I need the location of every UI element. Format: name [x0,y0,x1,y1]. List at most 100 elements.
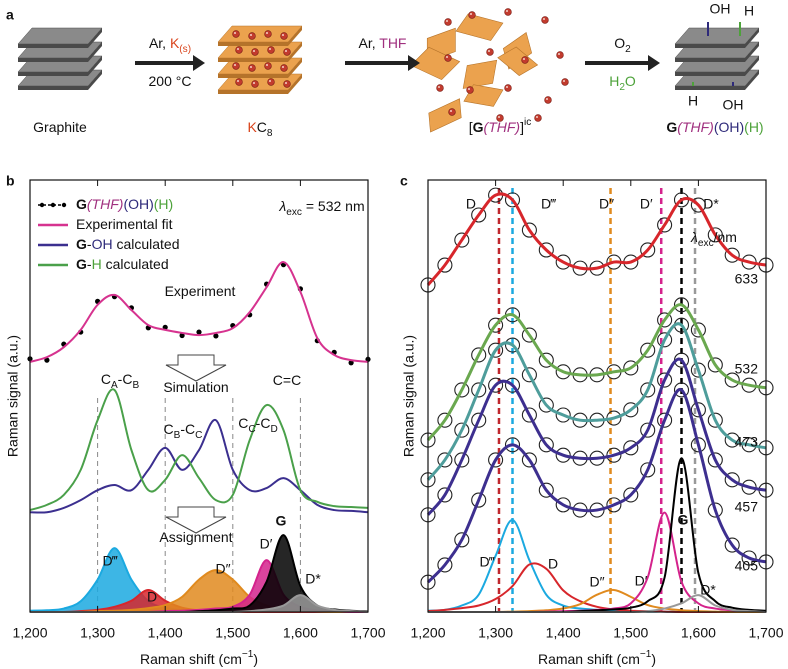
annotation: λexc = 532 nm [278,198,364,218]
data-point [471,347,487,363]
text-run: - [87,236,92,252]
x-tick-label: 1,700 [748,625,783,641]
data-point [348,360,354,366]
y-axis-label: Raman signal (a.u.) [401,335,417,457]
data-point [673,297,690,313]
text-run: exc [698,238,714,249]
data-point [690,437,706,453]
data-point [521,407,537,423]
x-tick-label: 1,600 [283,625,318,641]
group-label: H [744,3,754,19]
text-run: D [270,424,277,435]
data-point [623,487,639,503]
text-run: -C [118,371,133,387]
ion [264,62,272,70]
data-point [538,482,554,498]
marker-label: D [466,196,476,212]
plot-frame [427,179,767,613]
text-run: H [609,73,619,89]
data-point [471,492,487,508]
data-point [538,242,554,258]
text-run: Experiment [165,283,236,299]
text-run: A [111,380,118,391]
data-point [538,352,554,368]
ion-shine [506,10,508,12]
ion [280,32,288,40]
sheet-edge [675,44,745,48]
marker-label: D* [703,196,719,212]
data-point [606,447,622,463]
band-label: D‴ [102,553,117,569]
text-run: -C [256,415,271,431]
sheet-edge [88,56,102,76]
text-run: O [625,73,636,89]
ion [521,56,529,64]
ion [264,30,272,38]
sheet [674,27,760,45]
data-point [454,232,470,248]
text-run: −1 [242,649,254,660]
text-run: Ar, [149,35,170,51]
text-run: Assignment [159,529,232,545]
text-run: ) [253,651,258,667]
annotation: CC-CD [238,415,277,435]
data-point [488,317,504,333]
text-run: Raman shift (cm [538,651,640,667]
text-run: λ [690,229,698,245]
sheet-edge [745,28,759,48]
stage-label: G(THF)(OH)(H) [666,119,763,135]
flake [455,13,504,41]
data-point [521,367,537,383]
band-label: D* [305,571,321,587]
x-tick-label: 1,300 [80,625,115,641]
data-point [623,360,639,376]
x-tick-label: 1,200 [410,625,445,641]
text-run: K [247,119,257,135]
data-point [454,532,470,548]
sheet-edge [745,42,759,62]
ion-shine [488,50,490,52]
data-point [504,192,521,208]
plot-frame [29,179,369,613]
text-run: −1 [640,649,652,660]
sheet-edge [218,90,288,94]
data-point [741,550,757,566]
data-point [437,452,453,468]
text-run: ic [524,117,531,128]
text-run: (THF) [677,119,714,135]
ion-shine [237,80,239,82]
data-point [724,247,740,263]
sheet-edge [675,86,745,90]
ion-shine [266,64,268,66]
data-point [488,342,504,358]
sheet-edge [288,42,302,62]
ion [544,96,552,104]
data-point [707,412,723,428]
ion [248,64,256,72]
data-point [690,402,706,418]
data-point [657,372,673,388]
annotation: CB-CC [164,421,203,441]
ion-shine [237,48,239,50]
data-point [488,452,504,468]
annotation: Simulation [163,379,228,395]
sheet-edge [288,74,302,94]
ion [444,54,452,62]
panel-label: c [400,173,408,189]
legend-swatch [50,202,56,208]
data-point [690,362,706,378]
arrow-label: Ar, THF [359,35,407,51]
ion-shine [253,50,255,52]
arrow-head [648,55,660,71]
ion [448,108,456,116]
text-run: Ar, [359,35,380,51]
ion [235,78,243,86]
text-run: C [101,371,111,387]
ion-shine [536,116,538,118]
data-point [555,254,571,270]
stage-label: KC8 [247,119,272,139]
data-point [657,217,673,233]
group-label: OH [723,97,744,113]
series-label: 532 [735,361,759,377]
data-point [437,257,453,273]
